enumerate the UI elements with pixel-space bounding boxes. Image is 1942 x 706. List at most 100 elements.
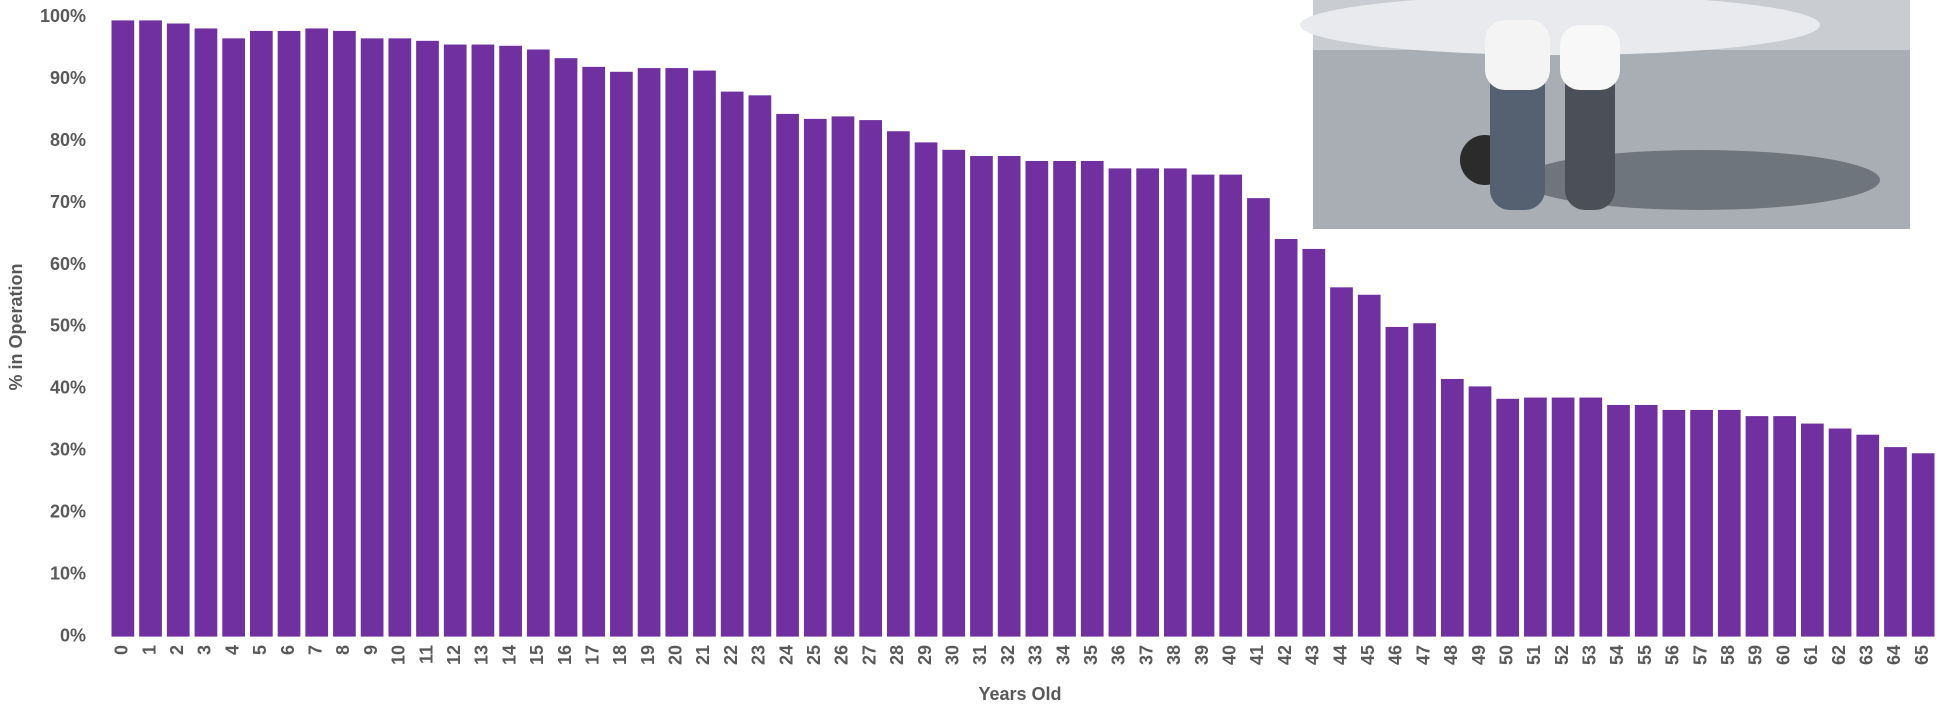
bar bbox=[887, 131, 910, 637]
bar bbox=[139, 20, 162, 637]
bar bbox=[942, 149, 966, 637]
x-tick-label: 25 bbox=[804, 645, 824, 665]
bar bbox=[720, 91, 744, 637]
bar bbox=[1607, 404, 1630, 637]
x-tick-label: 46 bbox=[1386, 645, 1406, 665]
bar bbox=[1219, 174, 1243, 637]
x-tick-label: 8 bbox=[333, 645, 353, 655]
y-axis-title: % in Operation bbox=[6, 263, 26, 390]
x-tick-label: 30 bbox=[943, 645, 963, 665]
x-tick-label: 0 bbox=[112, 645, 132, 655]
y-tick-label: 40% bbox=[50, 378, 86, 398]
x-tick-label: 57 bbox=[1690, 645, 1710, 665]
bar bbox=[166, 23, 190, 637]
bar bbox=[222, 38, 245, 637]
x-tick-label: 59 bbox=[1746, 645, 1766, 665]
x-tick-label: 3 bbox=[195, 645, 215, 655]
bar bbox=[360, 38, 384, 637]
x-axis-title: Years Old bbox=[978, 684, 1061, 704]
bar bbox=[499, 45, 522, 637]
bar bbox=[914, 142, 938, 637]
photo-person-shirt bbox=[1485, 20, 1550, 90]
x-tick-label: 58 bbox=[1718, 645, 1738, 665]
bar bbox=[333, 30, 356, 637]
x-tick-label: 64 bbox=[1884, 645, 1904, 665]
x-tick-label: 29 bbox=[915, 645, 935, 665]
bar bbox=[471, 44, 495, 637]
bar bbox=[277, 30, 301, 637]
x-tick-label: 17 bbox=[582, 645, 602, 665]
x-tick-label: 13 bbox=[472, 645, 492, 665]
bar bbox=[1773, 416, 1797, 637]
y-tick-label: 20% bbox=[50, 501, 86, 521]
bar bbox=[665, 68, 689, 637]
bar bbox=[526, 49, 550, 637]
bar bbox=[1413, 323, 1436, 637]
x-tick-label: 42 bbox=[1275, 645, 1295, 665]
y-tick-label: 60% bbox=[50, 254, 86, 274]
bar bbox=[1634, 404, 1658, 637]
y-tick-label: 50% bbox=[50, 316, 86, 336]
x-tick-label: 41 bbox=[1247, 645, 1267, 665]
bar bbox=[1053, 160, 1076, 637]
x-tick-label: 24 bbox=[776, 645, 796, 665]
bar bbox=[693, 70, 716, 637]
bar bbox=[859, 120, 883, 637]
x-tick-label: 7 bbox=[305, 645, 325, 655]
bar bbox=[610, 71, 633, 637]
bar bbox=[1163, 168, 1187, 637]
x-tick-label: 21 bbox=[693, 645, 713, 665]
bar bbox=[637, 68, 661, 637]
bar bbox=[1191, 174, 1215, 637]
x-tick-label: 6 bbox=[278, 645, 298, 655]
bar bbox=[1440, 378, 1464, 637]
x-tick-label: 10 bbox=[389, 645, 409, 665]
x-tick-label: 11 bbox=[416, 645, 436, 664]
x-tick-label: 15 bbox=[527, 645, 547, 665]
bar bbox=[1302, 248, 1326, 637]
x-tick-label: 45 bbox=[1358, 645, 1378, 665]
x-tick-label: 18 bbox=[610, 645, 630, 665]
bar bbox=[748, 95, 772, 637]
bar bbox=[388, 38, 412, 637]
bar bbox=[1745, 416, 1769, 637]
bar bbox=[194, 28, 218, 637]
x-tick-label: 26 bbox=[832, 645, 852, 665]
y-tick-label: 70% bbox=[50, 192, 86, 212]
bar bbox=[305, 28, 329, 637]
x-tick-label: 1 bbox=[139, 645, 159, 655]
bar bbox=[249, 30, 273, 637]
x-tick-label: 28 bbox=[887, 645, 907, 665]
y-tick-label: 30% bbox=[50, 440, 86, 460]
bar bbox=[1717, 409, 1741, 637]
y-tick-label: 100% bbox=[40, 6, 86, 26]
x-tick-label: 35 bbox=[1081, 645, 1101, 665]
bar bbox=[1468, 386, 1492, 637]
y-tick-label: 10% bbox=[50, 563, 86, 583]
bar bbox=[1551, 397, 1575, 637]
bar bbox=[1524, 397, 1547, 637]
x-tick-label: 50 bbox=[1496, 645, 1516, 665]
x-tick-label: 60 bbox=[1773, 645, 1793, 665]
bar bbox=[1856, 434, 1880, 637]
bar bbox=[1911, 453, 1935, 637]
bar bbox=[1108, 168, 1132, 637]
x-tick-label: 20 bbox=[666, 645, 686, 665]
x-tick-label: 16 bbox=[555, 645, 575, 665]
y-tick-label: 80% bbox=[50, 130, 86, 150]
bar bbox=[1330, 287, 1353, 637]
x-tick-label: 55 bbox=[1635, 645, 1655, 665]
bar bbox=[803, 118, 827, 637]
photo-plane bbox=[1300, 0, 1820, 55]
bar bbox=[1080, 160, 1104, 637]
x-tick-label: 12 bbox=[444, 645, 464, 665]
x-tick-label: 61 bbox=[1801, 645, 1821, 665]
bar bbox=[1385, 326, 1409, 637]
x-tick-label: 22 bbox=[721, 645, 741, 665]
photo-person-shirt bbox=[1560, 25, 1620, 90]
x-tick-label: 36 bbox=[1109, 645, 1129, 665]
x-tick-label: 51 bbox=[1524, 645, 1544, 665]
bar bbox=[1801, 423, 1824, 637]
x-tick-label: 40 bbox=[1219, 645, 1239, 665]
bar bbox=[1884, 447, 1907, 637]
